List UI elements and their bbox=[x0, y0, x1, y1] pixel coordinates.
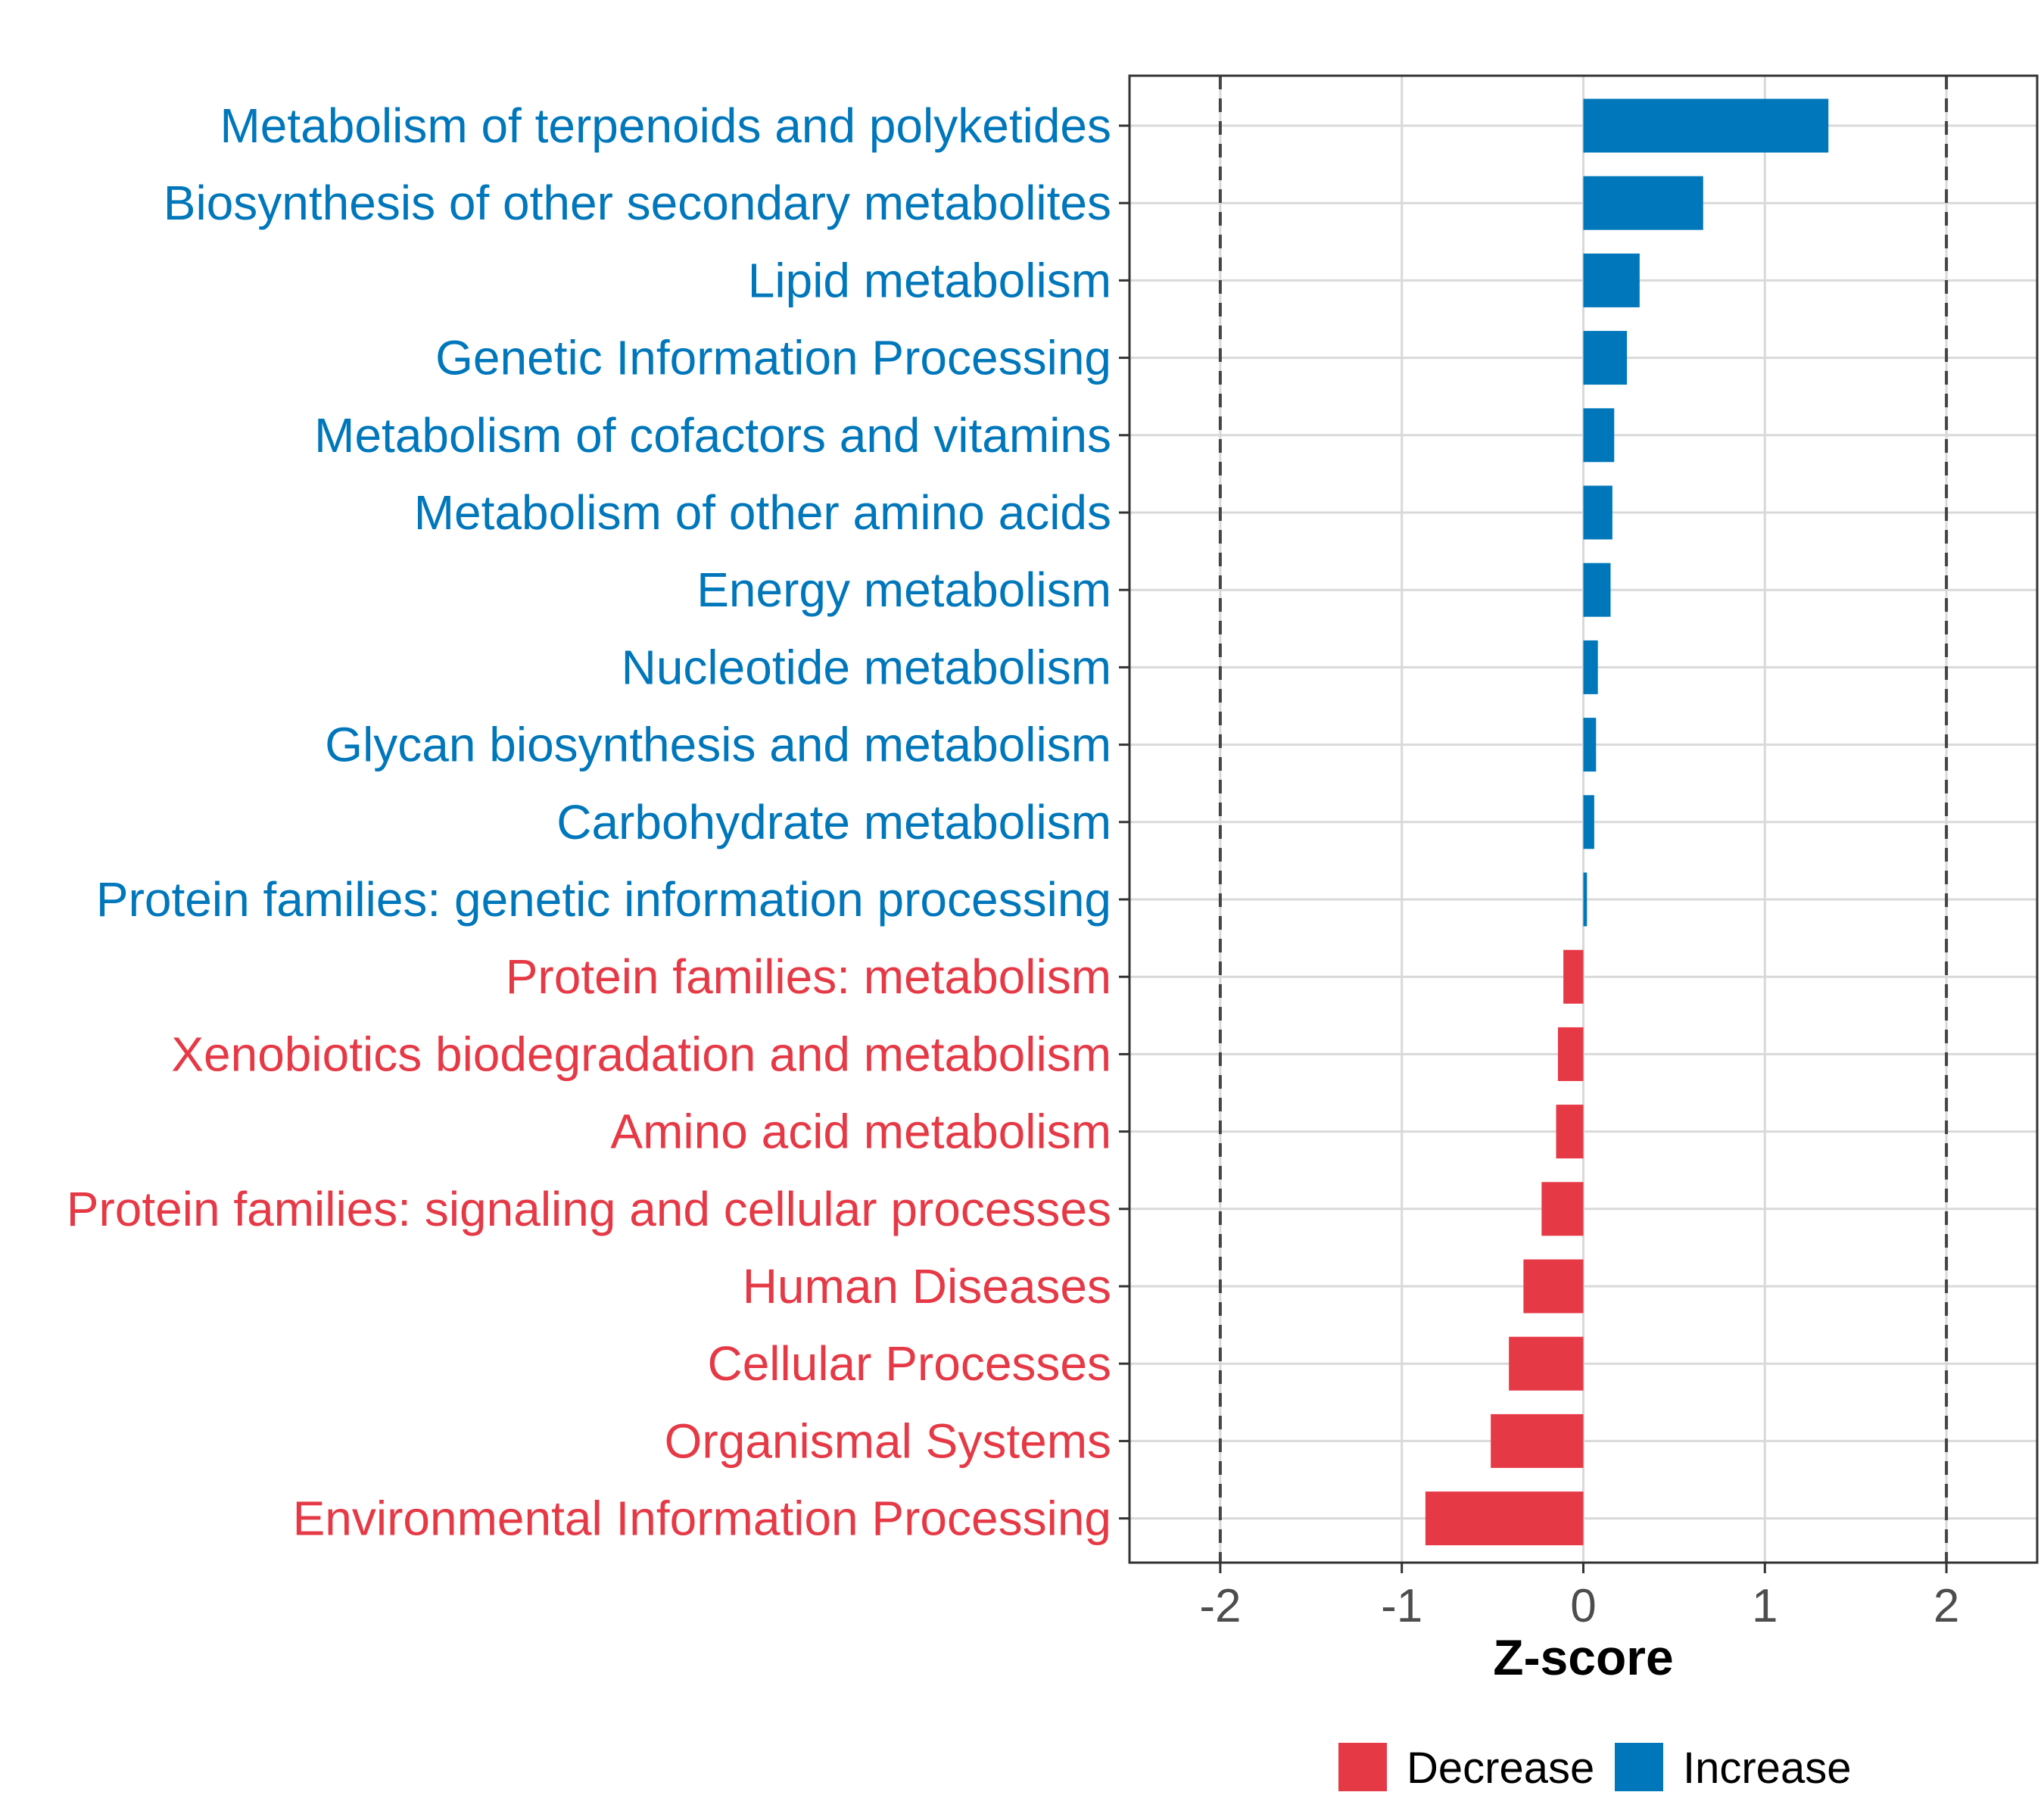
bar bbox=[1583, 485, 1612, 540]
reference-lines bbox=[1218, 76, 1949, 1563]
category-label: Human Diseases bbox=[743, 1259, 1111, 1314]
legend: Decrease Increase bbox=[1338, 1743, 1851, 1793]
legend-label: Decrease bbox=[1407, 1744, 1594, 1793]
bars-layer bbox=[1425, 98, 1829, 1546]
category-label: Carbohydrate metabolism bbox=[556, 795, 1111, 849]
x-tick-label: -2 bbox=[1199, 1580, 1241, 1632]
bar bbox=[1583, 98, 1829, 153]
bar bbox=[1563, 949, 1584, 1004]
bar bbox=[1583, 176, 1703, 230]
bar bbox=[1509, 1336, 1584, 1391]
category-label: Amino acid metabolism bbox=[610, 1105, 1111, 1159]
bar bbox=[1583, 253, 1640, 307]
legend-label: Increase bbox=[1683, 1744, 1851, 1793]
x-axis-title: Z-score bbox=[1493, 1629, 1673, 1685]
x-tick-label: 0 bbox=[1570, 1580, 1596, 1632]
category-label: Glycan biosynthesis and metabolism bbox=[325, 718, 1111, 772]
category-label: Protein families: signaling and cellular… bbox=[67, 1182, 1111, 1236]
bar bbox=[1523, 1259, 1584, 1314]
bar bbox=[1583, 563, 1611, 617]
bar bbox=[1557, 1027, 1584, 1081]
category-label: Genetic Information Processing bbox=[435, 331, 1111, 385]
legend-swatch bbox=[1338, 1743, 1387, 1791]
category-label: Metabolism of other amino acids bbox=[414, 485, 1111, 540]
x-tick-label: 1 bbox=[1752, 1580, 1778, 1632]
category-label: Nucleotide metabolism bbox=[622, 640, 1111, 694]
bar bbox=[1556, 1105, 1584, 1159]
category-label: Metabolism of cofactors and vitamins bbox=[314, 408, 1111, 463]
x-tick-label: 2 bbox=[1933, 1580, 1959, 1632]
legend-swatch bbox=[1615, 1743, 1663, 1791]
x-axis: -2 -1 0 1 2 bbox=[1199, 1563, 1959, 1632]
bar bbox=[1541, 1182, 1584, 1236]
y-axis: Metabolism of terpenoids and polyketides… bbox=[67, 98, 1129, 1546]
category-label: Metabolism of terpenoids and polyketides bbox=[220, 98, 1111, 153]
category-label: Protein families: metabolism bbox=[506, 949, 1111, 1004]
bar bbox=[1491, 1413, 1584, 1468]
category-label: Cellular Processes bbox=[707, 1336, 1111, 1391]
category-label: Organismal Systems bbox=[665, 1413, 1111, 1468]
bar bbox=[1583, 795, 1594, 849]
category-label: Energy metabolism bbox=[696, 563, 1111, 617]
bar bbox=[1583, 718, 1597, 772]
bar bbox=[1583, 408, 1615, 463]
bar bbox=[1583, 872, 1588, 927]
category-label: Xenobiotics biodegradation and metabolis… bbox=[171, 1027, 1111, 1081]
category-label: Environmental Information Processing bbox=[293, 1491, 1111, 1546]
category-label: Biosynthesis of other secondary metaboli… bbox=[164, 176, 1111, 230]
category-label: Protein families: genetic information pr… bbox=[96, 872, 1111, 927]
bar bbox=[1583, 640, 1598, 694]
x-tick-label: -1 bbox=[1381, 1580, 1422, 1632]
bar bbox=[1583, 331, 1628, 385]
category-label: Lipid metabolism bbox=[748, 253, 1111, 307]
bar bbox=[1425, 1491, 1584, 1546]
